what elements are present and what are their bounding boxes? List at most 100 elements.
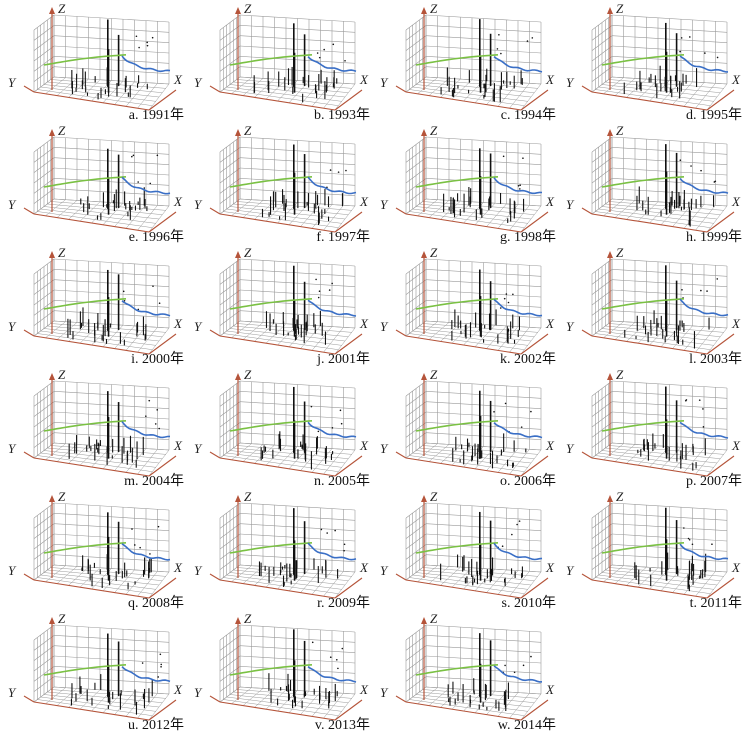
grid-line xyxy=(611,533,728,542)
x-axis-line xyxy=(219,457,336,477)
grid-line xyxy=(601,84,718,98)
grid-line xyxy=(425,391,542,399)
bars xyxy=(440,511,523,586)
grid-line xyxy=(425,523,542,531)
grid-line xyxy=(425,401,542,409)
panel-plot: Z Y X xyxy=(380,1,555,111)
grid-line xyxy=(419,81,535,93)
grid-line xyxy=(611,523,728,531)
grid-line xyxy=(405,136,427,153)
grid-line xyxy=(219,258,241,275)
point xyxy=(318,290,321,293)
z-axis-arrowhead xyxy=(235,495,241,502)
panel-plot: Z Y X xyxy=(380,367,555,477)
panel-caption: w. 2014年 xyxy=(497,718,556,733)
panel-plot: Z Y X xyxy=(8,1,183,111)
panel-caption: i. 2000年 xyxy=(131,352,184,367)
grid-line xyxy=(239,533,356,542)
grid-line xyxy=(53,320,170,329)
point xyxy=(329,169,332,171)
z-axis-label: Z xyxy=(430,611,438,626)
point xyxy=(531,37,534,39)
x-axis-line xyxy=(591,91,708,111)
grid-line xyxy=(611,320,728,329)
grid-line xyxy=(33,66,55,82)
grid-line xyxy=(425,157,542,165)
x-axis-arrow xyxy=(334,577,363,599)
x-axis-line xyxy=(591,579,708,599)
panel-plot: Z Y X xyxy=(8,245,183,355)
grid-line xyxy=(405,502,427,519)
grid-line xyxy=(239,14,356,23)
grid-line xyxy=(425,198,542,207)
z-axis-arrowhead xyxy=(607,373,613,380)
y-axis-arrow xyxy=(581,85,593,93)
grid-line xyxy=(611,157,728,165)
x-axis-line xyxy=(405,213,522,233)
grid-line xyxy=(239,157,356,165)
panel-caption: g. 1998年 xyxy=(500,230,556,245)
grid-line xyxy=(425,147,542,155)
z-axis-label: Z xyxy=(58,1,66,16)
point xyxy=(505,293,508,295)
grid-line xyxy=(33,544,55,560)
grid-line xyxy=(591,380,613,397)
y-axis-arrow xyxy=(209,451,221,459)
point xyxy=(519,188,521,190)
point xyxy=(526,40,529,42)
grid-line xyxy=(405,56,427,72)
grid-line xyxy=(405,432,427,448)
grid-line xyxy=(53,544,170,552)
grid-line xyxy=(601,328,718,342)
y-trend-curve xyxy=(229,542,313,554)
grid-line xyxy=(219,35,241,51)
grid-line xyxy=(239,523,356,531)
grid-line xyxy=(223,577,339,594)
grid-line xyxy=(239,513,356,521)
grid-line xyxy=(219,279,241,295)
grid-line xyxy=(33,391,55,407)
point xyxy=(160,663,163,666)
grid-line xyxy=(33,554,55,570)
grid-line xyxy=(611,554,728,562)
y-trend-curve xyxy=(43,664,127,676)
point xyxy=(530,410,532,413)
bars xyxy=(260,386,343,470)
grid-line xyxy=(409,333,525,350)
grid-line xyxy=(233,203,349,215)
grid-line xyxy=(53,258,170,267)
panel-plot: Z Y X xyxy=(8,123,183,233)
y-axis-label: Y xyxy=(8,441,17,456)
grid-line xyxy=(219,432,241,448)
point xyxy=(522,664,525,667)
grid-line xyxy=(405,279,427,295)
grid-line xyxy=(219,676,241,692)
grid-line xyxy=(33,310,55,326)
grid-line xyxy=(53,300,170,308)
point xyxy=(496,48,499,50)
y-axis-arrow xyxy=(23,573,35,581)
y-trend-curve xyxy=(43,420,127,432)
y-axis-arrow xyxy=(395,85,407,93)
grid-line xyxy=(229,694,346,708)
grid-line xyxy=(409,455,525,472)
grid-line xyxy=(405,666,427,682)
grid-line xyxy=(415,450,532,464)
y-axis-label: Y xyxy=(566,441,575,456)
x-axis-line xyxy=(219,213,336,233)
grid-line xyxy=(219,635,241,651)
grid-line xyxy=(239,25,356,33)
grid-line xyxy=(419,691,535,703)
point xyxy=(512,293,514,296)
point xyxy=(518,520,521,522)
grid-line xyxy=(33,147,55,163)
grid-line xyxy=(33,422,55,438)
x-axis-arrow xyxy=(334,455,363,477)
